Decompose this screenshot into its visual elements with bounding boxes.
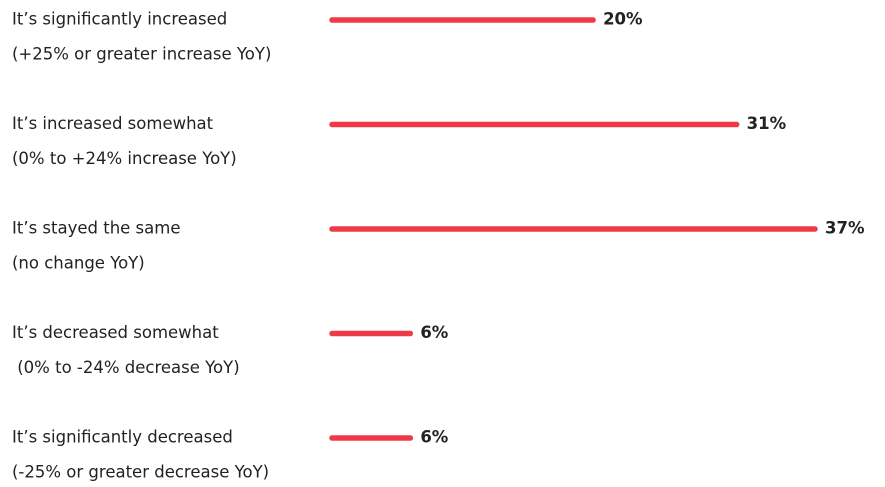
category-label: It’s significantly decreased [12, 428, 233, 447]
category-label: (+25% or greater increase YoY) [12, 45, 271, 64]
value-label: 6% [420, 428, 448, 447]
value-label: 31% [747, 114, 787, 133]
category-label: It’s significantly increased [12, 10, 227, 29]
value-label: 37% [825, 219, 865, 238]
category-label: (0% to +24% increase YoY) [12, 149, 237, 168]
value-label: 6% [420, 323, 448, 342]
category-label: (no change YoY) [12, 254, 145, 273]
category-label: It’s increased somewhat [12, 114, 214, 133]
category-label: (0% to -24% decrease YoY) [12, 358, 240, 377]
category-label: (-25% or greater decrease YoY) [12, 463, 269, 482]
category-label: It’s decreased somewhat [12, 323, 219, 342]
category-label: It’s stayed the same [12, 219, 181, 238]
value-label: 20% [603, 10, 643, 29]
